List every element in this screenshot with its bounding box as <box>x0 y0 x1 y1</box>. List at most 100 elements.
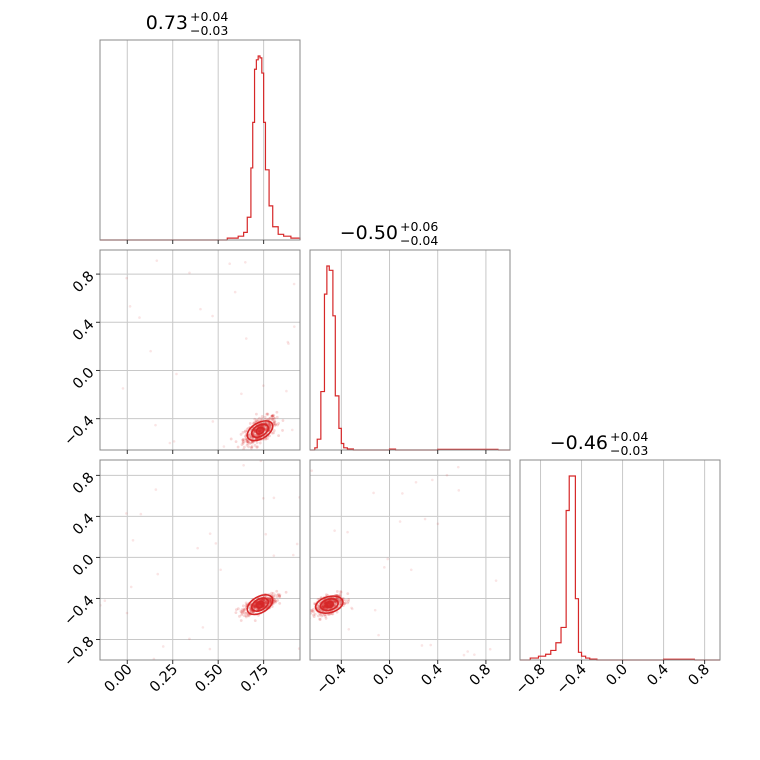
sample-point <box>317 614 320 618</box>
sample-point <box>264 599 268 603</box>
sample-point <box>268 599 272 603</box>
sample-point <box>333 601 337 605</box>
sample-point <box>318 608 322 612</box>
sample-point <box>318 617 322 621</box>
sample-point <box>263 427 267 430</box>
sample-point <box>310 469 314 472</box>
sample-point <box>338 593 342 596</box>
sample-point <box>274 600 278 604</box>
sample-point <box>248 442 252 445</box>
sample-point <box>346 530 349 534</box>
density-contour <box>319 598 339 612</box>
sample-point <box>267 596 270 600</box>
sample-point <box>249 441 253 445</box>
sample-point <box>199 307 202 311</box>
histogram-2 <box>314 265 499 451</box>
sample-point <box>241 609 245 613</box>
sample-point <box>241 441 245 445</box>
sample-point <box>263 417 267 421</box>
sample-point <box>287 342 290 345</box>
sample-point <box>322 604 326 608</box>
sample-point <box>318 618 322 621</box>
sample-point <box>333 602 337 606</box>
sample-point <box>339 600 342 604</box>
sample-point <box>312 610 315 614</box>
sample-point <box>229 437 233 441</box>
sample-point <box>307 609 310 612</box>
sample-point <box>272 422 276 426</box>
density-contour <box>250 423 270 439</box>
sample-point <box>269 597 273 601</box>
sample-point <box>241 438 245 442</box>
sample-point <box>246 442 250 446</box>
sample-point <box>263 415 267 419</box>
sample-point <box>429 643 433 647</box>
sample-point <box>292 325 296 328</box>
sample-point <box>409 568 413 572</box>
sample-point <box>347 599 350 603</box>
sample-point <box>275 589 279 593</box>
sample-point <box>316 597 320 601</box>
sample-point <box>266 412 270 416</box>
density-contour <box>250 597 270 612</box>
sample-point <box>252 604 256 608</box>
x-tick-label: 0.8 <box>685 662 713 690</box>
sample-point <box>333 529 336 532</box>
sample-point <box>247 445 251 449</box>
x-tick-label: 0.75 <box>238 662 272 696</box>
sample-point <box>255 419 259 423</box>
sample-point <box>208 647 212 651</box>
sample-point <box>339 599 343 603</box>
sample-point <box>273 424 277 427</box>
sample-point <box>241 430 245 434</box>
sample-point <box>242 609 246 613</box>
sample-point <box>272 416 276 420</box>
sample-point <box>264 427 268 431</box>
sample-point <box>254 419 258 423</box>
sample-point <box>264 601 268 605</box>
hist-panel-3: −0.46 +0.04−0.03 <box>519 429 721 664</box>
sample-point <box>286 340 290 344</box>
sample-point <box>270 431 274 435</box>
sample-point <box>310 609 314 613</box>
sample-point <box>242 614 246 618</box>
sample-point <box>398 520 402 523</box>
sample-point <box>256 445 259 449</box>
panel-frame <box>309 459 511 661</box>
sample-point <box>196 546 199 550</box>
sample-point <box>266 437 269 441</box>
sample-point <box>270 591 274 595</box>
sample-point <box>154 488 158 491</box>
x-tick-label: −0.4 <box>554 662 590 698</box>
sample-point <box>268 598 272 602</box>
y-tick-label: 0.0 <box>70 365 98 393</box>
sample-point <box>263 595 267 598</box>
sample-point <box>322 604 326 608</box>
sample-point <box>252 430 256 433</box>
sample-point <box>277 434 281 438</box>
sample-point <box>243 608 246 612</box>
sample-point <box>264 428 267 432</box>
sample-point <box>244 604 248 608</box>
sample-point <box>245 440 249 444</box>
sample-point <box>466 650 469 653</box>
sample-point <box>311 609 314 613</box>
sample-point <box>243 440 246 444</box>
sample-point <box>324 593 328 597</box>
title-upper-error: +0.06 <box>400 219 438 234</box>
panel-frame <box>99 249 301 451</box>
sample-point <box>270 414 274 418</box>
sample-point <box>494 579 498 582</box>
sample-point <box>264 532 268 536</box>
sample-point <box>321 605 325 609</box>
sample-point <box>244 435 248 439</box>
density-contour <box>246 420 274 442</box>
sample-point <box>131 538 135 542</box>
sample-point <box>333 604 337 608</box>
sample-point <box>249 609 253 613</box>
sample-point <box>252 605 256 608</box>
sample-point <box>276 423 279 427</box>
sample-point <box>188 271 191 275</box>
sample-point <box>262 598 266 602</box>
sample-point <box>242 611 246 615</box>
